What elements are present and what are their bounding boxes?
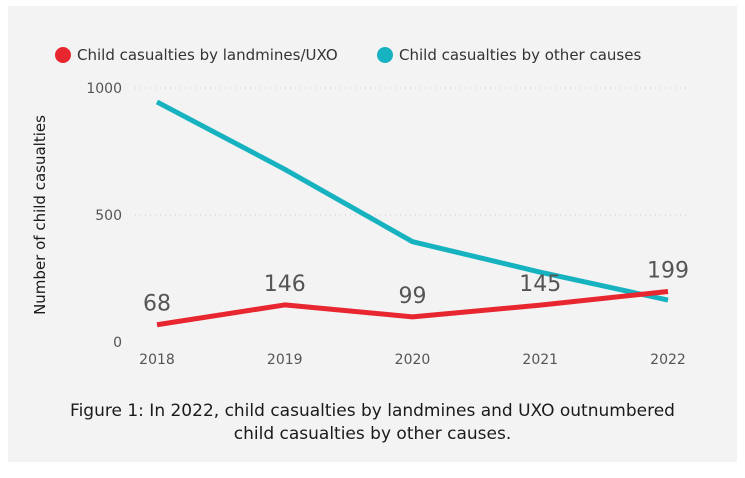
x-tick-label: 2019 [267, 352, 303, 368]
series-line-other-causes [155, 99, 669, 303]
x-axis-ticks: 2018 2019 2020 2021 2022 [139, 352, 686, 368]
x-tick-label: 2020 [395, 352, 431, 368]
data-label: 99 [399, 284, 427, 309]
legend: Child casualties by landmines/UXO Child c… [55, 46, 641, 64]
data-label: 146 [264, 272, 306, 297]
series-lines [155, 99, 669, 328]
data-label: 68 [143, 292, 171, 317]
x-tick-label: 2021 [522, 352, 558, 368]
y-tick-label: 1000 [86, 81, 122, 97]
data-labels: 68 146 99 145 199 [143, 258, 689, 316]
legend-marker [377, 47, 393, 63]
figure-caption: Figure 1: In 2022, child casualties by l… [70, 401, 675, 444]
y-axis-ticks: 0 500 1000 [86, 81, 122, 351]
figure-panel [8, 6, 737, 462]
legend-marker [55, 47, 71, 63]
legend-label: Child casualties by landmines/UXO [77, 46, 338, 64]
series-line-landmines [156, 288, 669, 328]
data-label: 199 [647, 258, 689, 283]
y-tick-label: 500 [95, 208, 122, 224]
x-tick-label: 2022 [650, 352, 686, 368]
y-axis-label: Number of child casualties [31, 115, 49, 315]
data-label: 145 [519, 272, 561, 297]
x-tick-label: 2018 [139, 352, 175, 368]
y-tick-label: 0 [113, 335, 122, 351]
gridlines [135, 87, 690, 216]
legend-label: Child casualties by other causes [399, 46, 641, 64]
